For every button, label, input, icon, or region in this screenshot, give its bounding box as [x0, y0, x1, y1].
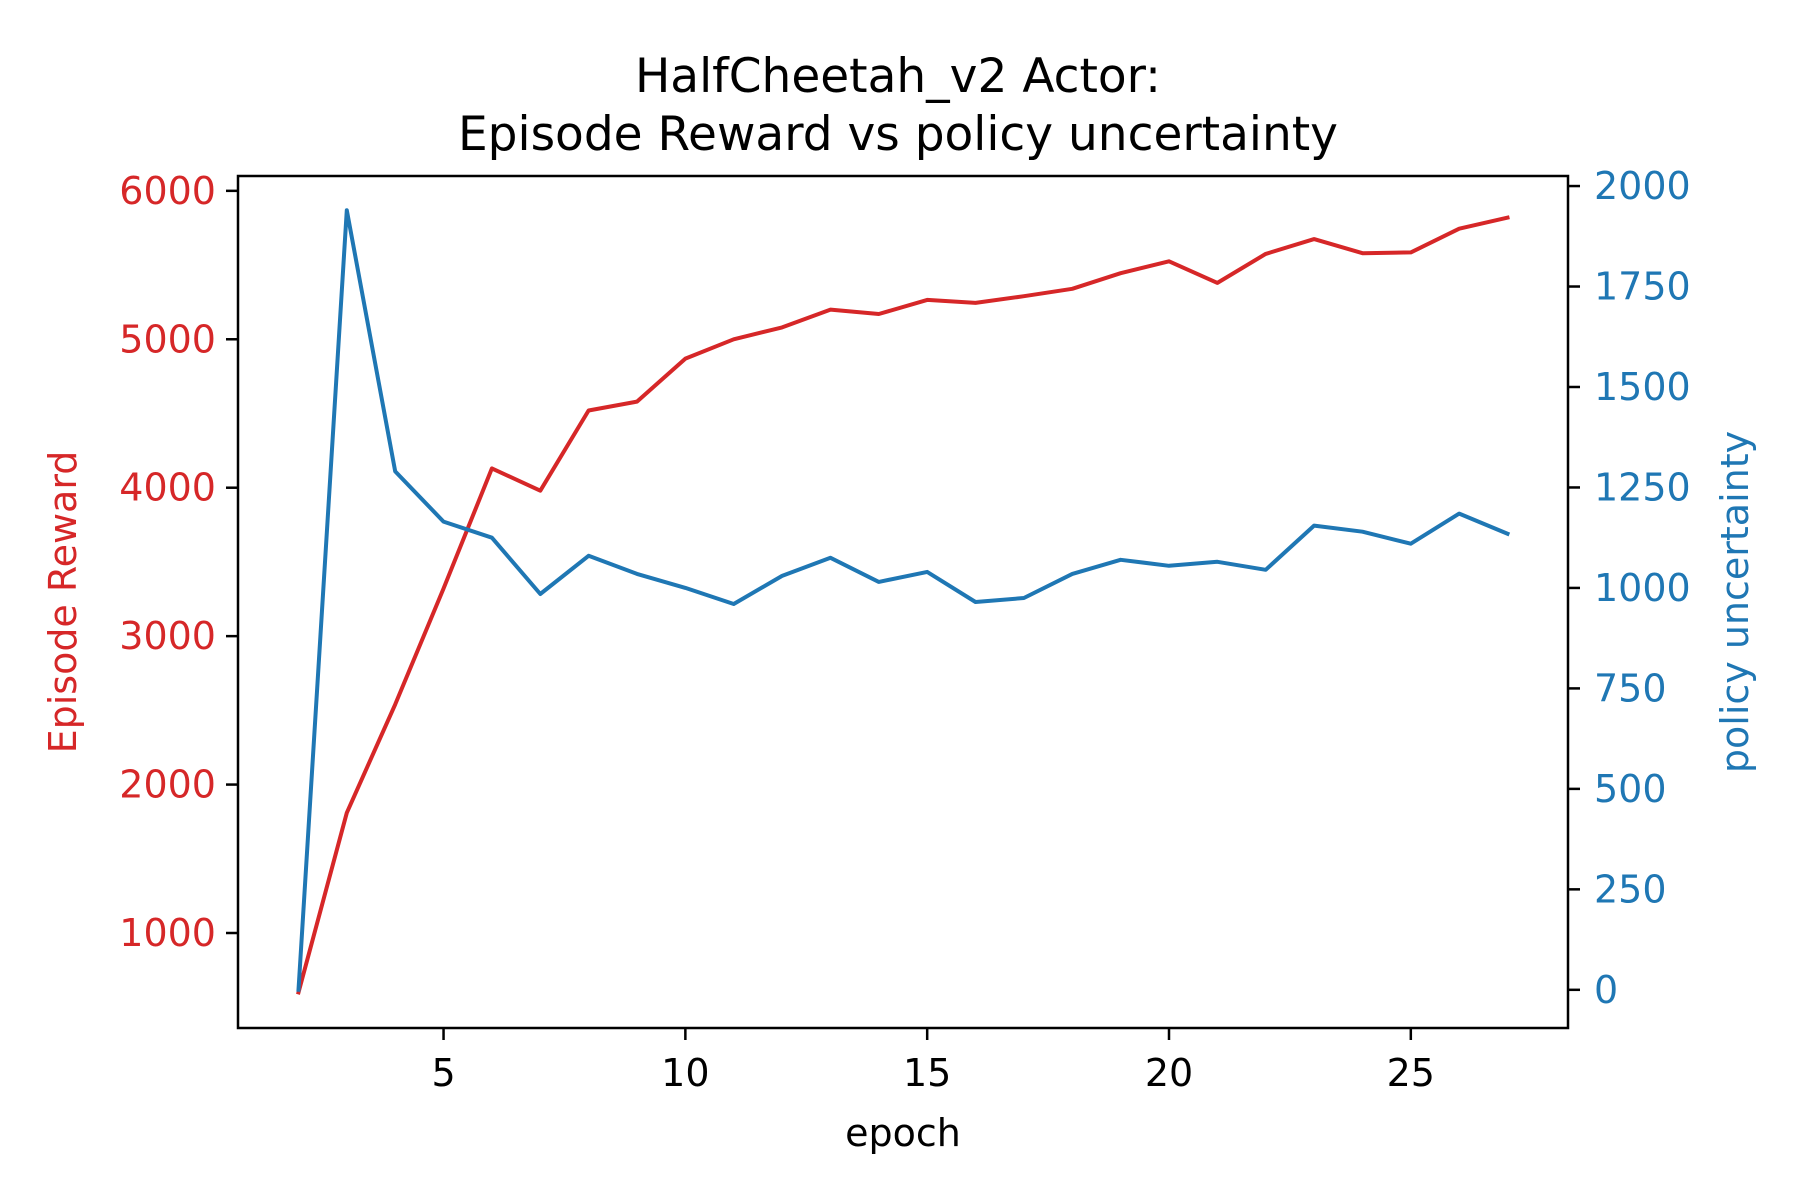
- y-axis-label: Episode Reward: [41, 451, 85, 754]
- chart-title: HalfCheetah_v2 Actor:: [635, 49, 1161, 104]
- y-tick-label: 6000: [119, 169, 216, 213]
- y-tick-label: 1000: [119, 911, 216, 955]
- plot-frame: [236, 174, 1570, 1030]
- y2-tick-label: 1750: [1594, 265, 1691, 309]
- y2-axis-label: policy uncertainty: [1713, 431, 1757, 773]
- x-tick-label: 10: [661, 1051, 709, 1095]
- x-axis-ticks: 5 10 15 20 25: [431, 1028, 1435, 1095]
- y-tick-label: 5000: [119, 317, 216, 361]
- y-tick-label: 2000: [119, 763, 216, 807]
- y2-tick-label: 1250: [1594, 465, 1691, 509]
- y2-tick-label: 0: [1594, 968, 1618, 1012]
- y2-tick-label: 500: [1594, 767, 1667, 811]
- y2-tick-label: 250: [1594, 867, 1667, 911]
- y2-tick-label: 1500: [1594, 365, 1691, 409]
- x-axis-label: epoch: [845, 1111, 961, 1155]
- y2-tick-label: 1000: [1594, 566, 1691, 610]
- y2-tick-label: 2000: [1594, 164, 1691, 208]
- series-line-episode-reward: [296, 215, 1510, 995]
- y-tick-label: 3000: [119, 614, 216, 658]
- series-line-policy-uncertainty: [296, 208, 1511, 992]
- right-axis-ticks: 0 250 500 750 1000 1250 1500 1750 2000: [1568, 164, 1691, 1012]
- x-tick-label: 5: [431, 1051, 455, 1095]
- chart-subtitle: Episode Reward vs policy uncertainty: [458, 107, 1338, 162]
- left-axis-ticks: 1000 2000 3000 4000 5000 6000: [119, 169, 238, 955]
- x-tick-label: 20: [1145, 1051, 1193, 1095]
- x-tick-label: 15: [903, 1051, 951, 1095]
- series-layer: [296, 208, 1511, 995]
- y2-tick-label: 750: [1594, 666, 1667, 710]
- x-tick-label: 25: [1387, 1051, 1435, 1095]
- y-tick-label: 4000: [119, 466, 216, 510]
